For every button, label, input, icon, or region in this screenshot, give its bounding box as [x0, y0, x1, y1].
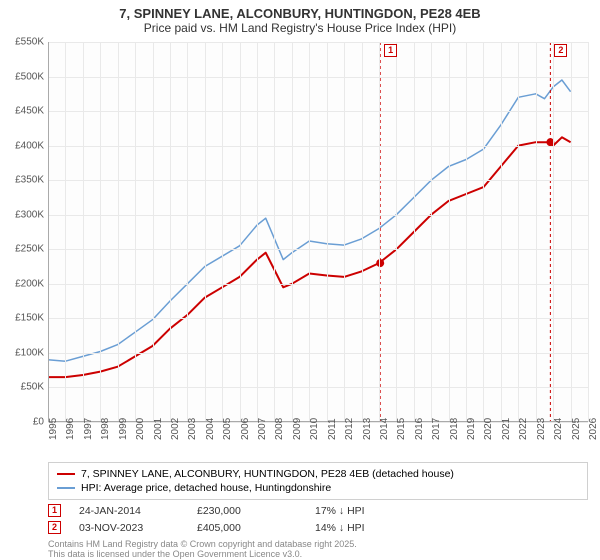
marker-dot	[376, 259, 384, 267]
x-tick-label: 2014	[379, 418, 390, 440]
transaction-table: 1 24-JAN-2014 £230,000 17% ↓ HPI 2 03-NOV-202…	[48, 502, 588, 536]
x-tick-label: 2026	[588, 418, 599, 440]
x-tick-label: 1995	[48, 418, 59, 440]
x-tick-label: 2018	[449, 418, 460, 440]
x-tick-label: 2009	[292, 418, 303, 440]
x-tick-label: 2023	[536, 418, 547, 440]
x-tick-label: 1996	[65, 418, 76, 440]
x-tick-label: 2003	[187, 418, 198, 440]
x-tick-label: 2022	[518, 418, 529, 440]
x-tick-label: 2015	[396, 418, 407, 440]
transaction-row: 1 24-JAN-2014 £230,000 17% ↓ HPI	[48, 502, 588, 519]
chart-subtitle: Price paid vs. HM Land Registry's House …	[0, 21, 600, 39]
x-tick-label: 2001	[153, 418, 164, 440]
transaction-delta: 17% ↓ HPI	[315, 505, 415, 517]
copyright-text: Contains HM Land Registry data © Crown c…	[48, 540, 357, 560]
y-tick-label: £200K	[15, 278, 44, 289]
transaction-date: 03-NOV-2023	[79, 522, 179, 534]
x-axis: 1995199619971998199920002001200220032004…	[48, 422, 588, 462]
y-tick-label: £350K	[15, 175, 44, 186]
legend-swatch	[57, 487, 75, 489]
y-tick-label: £100K	[15, 347, 44, 358]
y-tick-label: £150K	[15, 313, 44, 324]
plot-svg	[48, 42, 588, 422]
legend-item: HPI: Average price, detached house, Hunt…	[57, 481, 579, 495]
x-tick-label: 2007	[257, 418, 268, 440]
legend-label: 7, SPINNEY LANE, ALCONBURY, HUNTINGDON, …	[81, 468, 454, 480]
transaction-marker: 1	[48, 504, 61, 517]
x-tick-label: 2021	[501, 418, 512, 440]
transaction-price: £230,000	[197, 505, 297, 517]
x-tick-label: 2002	[170, 418, 181, 440]
marker-label: 1	[384, 44, 397, 57]
x-tick-label: 1997	[83, 418, 94, 440]
legend: 7, SPINNEY LANE, ALCONBURY, HUNTINGDON, …	[48, 462, 588, 500]
transaction-marker: 2	[48, 521, 61, 534]
plot-area: 12	[48, 42, 588, 422]
x-tick-label: 2013	[362, 418, 373, 440]
x-tick-label: 2005	[222, 418, 233, 440]
transaction-delta: 14% ↓ HPI	[315, 522, 415, 534]
x-tick-label: 2017	[431, 418, 442, 440]
marker-label: 2	[554, 44, 567, 57]
transaction-date: 24-JAN-2014	[79, 505, 179, 517]
y-tick-label: £450K	[15, 106, 44, 117]
x-tick-label: 2016	[414, 418, 425, 440]
transaction-row: 2 03-NOV-2023 £405,000 14% ↓ HPI	[48, 519, 588, 536]
x-tick-label: 2024	[553, 418, 564, 440]
transaction-price: £405,000	[197, 522, 297, 534]
x-tick-label: 2006	[240, 418, 251, 440]
legend-item: 7, SPINNEY LANE, ALCONBURY, HUNTINGDON, …	[57, 467, 579, 481]
x-tick-label: 2012	[344, 418, 355, 440]
y-tick-label: £300K	[15, 209, 44, 220]
x-tick-label: 2020	[483, 418, 494, 440]
x-tick-label: 2025	[571, 418, 582, 440]
x-tick-label: 1999	[118, 418, 129, 440]
x-tick-label: 1998	[100, 418, 111, 440]
y-tick-label: £500K	[15, 71, 44, 82]
legend-swatch	[57, 473, 75, 475]
legend-label: HPI: Average price, detached house, Hunt…	[81, 482, 331, 494]
y-axis: £0£50K£100K£150K£200K£250K£300K£350K£400…	[0, 42, 46, 422]
x-tick-label: 2004	[205, 418, 216, 440]
x-tick-label: 2019	[466, 418, 477, 440]
y-tick-label: £550K	[15, 37, 44, 48]
chart-title: 7, SPINNEY LANE, ALCONBURY, HUNTINGDON, …	[0, 0, 600, 21]
y-tick-label: £400K	[15, 140, 44, 151]
y-tick-label: £50K	[21, 382, 44, 393]
chart-container: 7, SPINNEY LANE, ALCONBURY, HUNTINGDON, …	[0, 0, 600, 560]
y-tick-label: £0	[33, 417, 44, 428]
y-tick-label: £250K	[15, 244, 44, 255]
x-tick-label: 2010	[309, 418, 320, 440]
x-tick-label: 2011	[327, 418, 338, 440]
x-tick-label: 2000	[135, 418, 146, 440]
x-tick-label: 2008	[274, 418, 285, 440]
